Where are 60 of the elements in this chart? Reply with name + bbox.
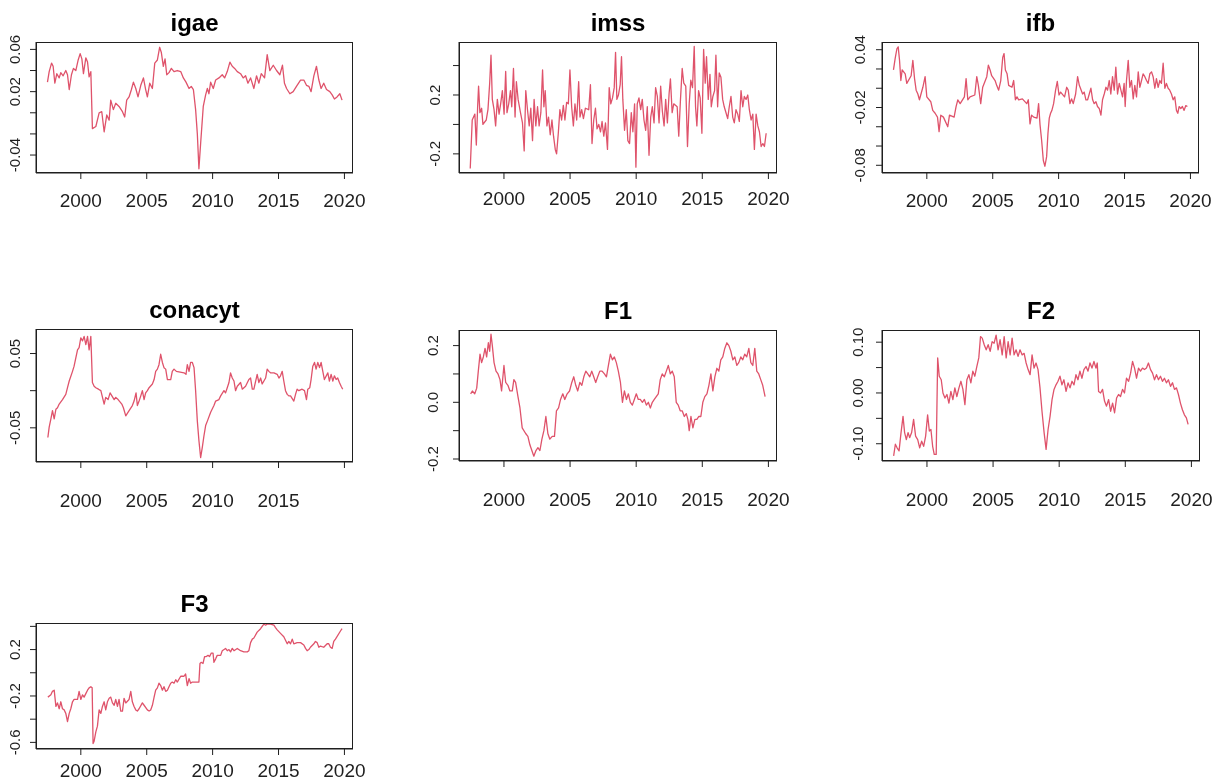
x-tick-label: 2005 [971, 489, 1015, 510]
x-tick-label: 2020 [1170, 489, 1213, 510]
y-tick-label: 0.02 [6, 77, 23, 107]
y-tick-label: -0.02 [851, 90, 868, 125]
x-tick-label: 2015 [257, 760, 300, 781]
x-tick-label: 2020 [323, 760, 366, 781]
x-tick-label: 2005 [125, 190, 168, 211]
chart-title: F2 [1026, 296, 1056, 324]
x-tick-label: 2015 [257, 490, 300, 511]
x-tick-label: 2010 [1037, 190, 1080, 211]
x-tick-label: 2000 [59, 190, 102, 211]
x-tick-label: 2000 [482, 188, 526, 209]
y-tick-label: -0.6 [6, 729, 23, 756]
chart-title: F3 [179, 589, 210, 617]
x-tick-label: 2015 [1104, 489, 1147, 510]
x-tick-label: 2005 [971, 190, 1014, 211]
chart-title: imss [589, 8, 647, 36]
x-tick-label: 2010 [191, 190, 234, 211]
y-tick-label: -0.2 [6, 683, 23, 709]
x-tick-label: 2020 [747, 489, 790, 510]
y-tick-label: 0.04 [851, 35, 868, 65]
x-tick-label: 2015 [1103, 190, 1146, 211]
chart-title: igae [169, 8, 220, 36]
x-tick-label: 2000 [59, 760, 102, 781]
y-tick-label: 0.06 [6, 34, 23, 64]
y-tick-label: 0.00 [849, 378, 866, 408]
y-tick-label: -0.05 [6, 410, 23, 445]
y-tick-label: -0.2 [426, 140, 443, 167]
x-tick-label: 2020 [1169, 190, 1212, 211]
chart-title: ifb [1024, 8, 1057, 36]
y-tick-label: 0.2 [426, 84, 443, 106]
x-tick-label: 2010 [191, 760, 234, 781]
x-tick-label: 2005 [548, 489, 592, 510]
x-tick-label: 2020 [323, 190, 366, 211]
x-tick-label: 2000 [59, 490, 102, 511]
x-tick-label: 2015 [681, 489, 724, 510]
x-tick-label: 2020 [747, 188, 790, 209]
x-tick-label: 2000 [905, 190, 948, 211]
x-tick-label: 2010 [1038, 489, 1081, 510]
y-tick-label: -0.2 [424, 446, 441, 472]
x-tick-label: 2005 [125, 490, 168, 511]
x-tick-label: 2015 [681, 188, 724, 209]
x-tick-label: 2010 [615, 188, 658, 209]
y-tick-label: 0.2 [6, 639, 23, 660]
y-tick-label: 0.0 [424, 391, 441, 413]
y-tick-label: 0.05 [6, 338, 23, 369]
x-tick-label: 2005 [125, 760, 168, 781]
y-tick-label: -0.04 [6, 137, 23, 173]
x-tick-label: 2000 [482, 489, 526, 510]
y-tick-label: 0.10 [849, 327, 866, 357]
x-tick-label: 2010 [615, 489, 658, 510]
x-tick-label: 2015 [257, 190, 300, 211]
x-tick-label: 2010 [191, 490, 234, 511]
chart-title: conacyt [148, 295, 241, 323]
y-tick-label: -0.10 [849, 426, 866, 461]
y-tick-label: -0.08 [851, 148, 868, 183]
y-tick-label: 0.2 [424, 335, 441, 357]
x-tick-label: 2005 [548, 188, 592, 209]
chart-title: F1 [603, 296, 633, 324]
x-tick-label: 2000 [905, 489, 949, 510]
